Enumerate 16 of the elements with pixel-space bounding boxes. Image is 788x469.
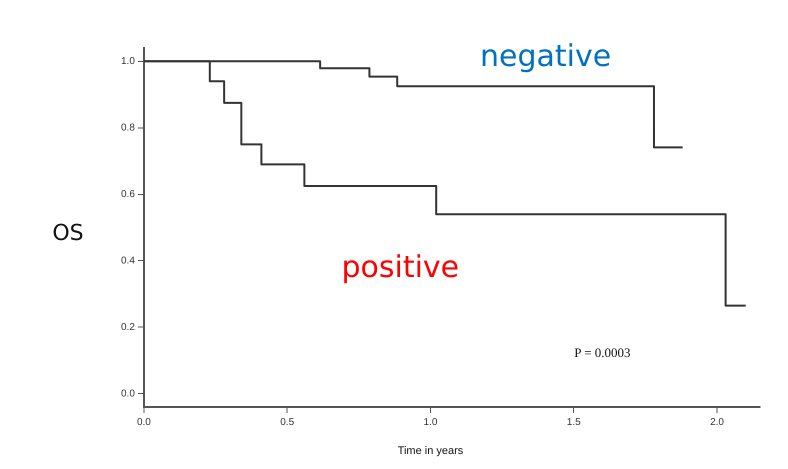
- y-tick-label: 0.4: [120, 255, 136, 266]
- series-label: positive: [341, 250, 460, 285]
- y-tick-label: 0.2: [120, 322, 136, 333]
- x-tick-label: 1.0: [424, 416, 438, 428]
- y-tick-label: 0.0: [120, 388, 136, 400]
- x-tick-label: 0.0: [136, 416, 152, 428]
- series-label: negative: [480, 39, 612, 74]
- annotation: P = 0.0003: [574, 345, 631, 360]
- x-tick-label: 2.0: [710, 416, 724, 428]
- x-tick-label: 0.5: [280, 416, 295, 428]
- y-tick-label: 0.8: [120, 122, 136, 134]
- y-axis-title: OS: [52, 220, 84, 246]
- y-tick-label: 0.6: [120, 189, 136, 200]
- x-axis-title: Time in years: [398, 445, 464, 458]
- x-tick-label: 1.5: [566, 416, 582, 428]
- y-tick-label: 1.0: [120, 56, 136, 68]
